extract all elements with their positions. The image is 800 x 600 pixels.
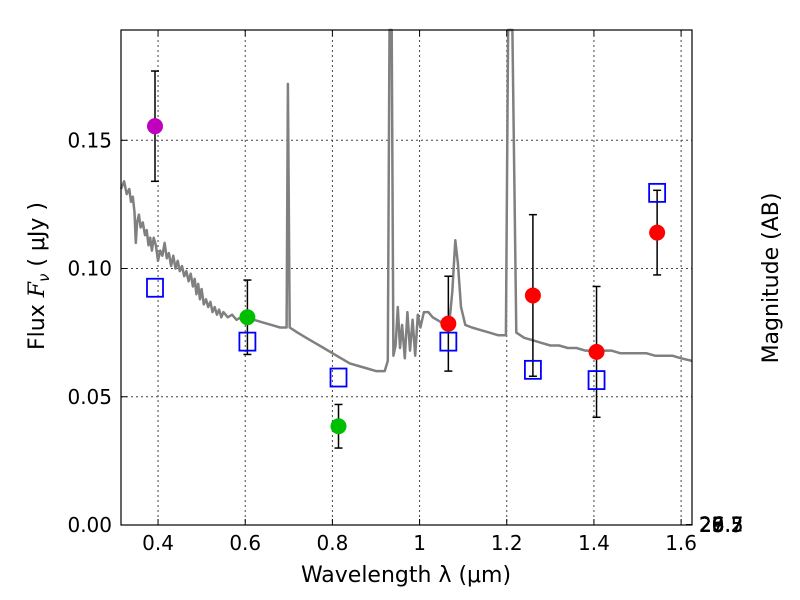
model-flux-square — [146, 277, 164, 298]
y2-tick-label: 27.5 — [699, 513, 744, 537]
model-photometry-points — [146, 182, 667, 390]
x-tick-label: 0.4 — [142, 531, 174, 555]
y-tick-label: 0.05 — [67, 385, 112, 409]
y2-tick-label: 28 — [699, 513, 724, 537]
x-tick-label: 0.8 — [316, 531, 348, 555]
model-flux-square — [524, 359, 542, 380]
model-flux-square — [587, 370, 606, 390]
model-spectrum — [119, 28, 693, 373]
y2-tick-label: 27 — [699, 513, 724, 537]
plot-frame — [120, 29, 693, 526]
x-tick-label: 1 — [413, 531, 426, 555]
y-axis-title-prefix: Flux — [25, 297, 50, 350]
grid — [121, 30, 692, 525]
y-axis-title-symbol: F — [25, 281, 50, 298]
y2-tick-label: 26 — [699, 513, 724, 537]
y-axis-title-subscript: ν — [35, 274, 53, 282]
y2-tick-label: 26.2 — [699, 513, 744, 537]
x-axis-title: Wavelength λ (μm) — [301, 563, 511, 588]
y-tick-label: 0.15 — [67, 128, 112, 152]
model-spectrum-line — [119, 28, 693, 373]
observed-points — [146, 118, 666, 435]
observed-flux-point — [330, 418, 347, 435]
observed-flux-point — [649, 224, 666, 241]
y-axis-title-suffix: ( μJy ) — [25, 202, 50, 274]
x-axis-ticks: 0.4 0.6 0.8 1 1.2 1.4 1.6 — [142, 30, 697, 555]
y-axis-ticks: 0.00 0.05 0.10 0.15 — [67, 128, 127, 537]
y2-tick-label: 26.5 — [699, 513, 744, 537]
observed-flux-point — [524, 287, 541, 304]
x-tick-label: 1.6 — [665, 531, 697, 555]
y2-tick-label: 29 — [699, 513, 724, 537]
model-flux-square — [238, 331, 257, 352]
y-tick-label: 0.00 — [67, 513, 112, 537]
observed-flux-point — [239, 309, 256, 326]
model-flux-square — [439, 331, 458, 352]
y-axis-title: Flux Fν ( μJy ) — [25, 202, 53, 350]
y-tick-label: 0.10 — [67, 257, 112, 281]
model-flux-square — [648, 182, 667, 203]
observed-flux-point — [588, 343, 605, 360]
x-tick-label: 1.4 — [578, 531, 610, 555]
error-bars — [150, 70, 662, 449]
y2-tick-label: 25.7 — [699, 513, 744, 537]
y2-axis-title: Magnitude (AB) — [759, 193, 784, 364]
observed-flux-point — [146, 118, 163, 135]
x-tick-label: 0.6 — [229, 531, 261, 555]
model-flux-square — [329, 367, 348, 388]
observed-flux-point — [440, 315, 457, 332]
x-tick-label: 1.2 — [491, 531, 523, 555]
